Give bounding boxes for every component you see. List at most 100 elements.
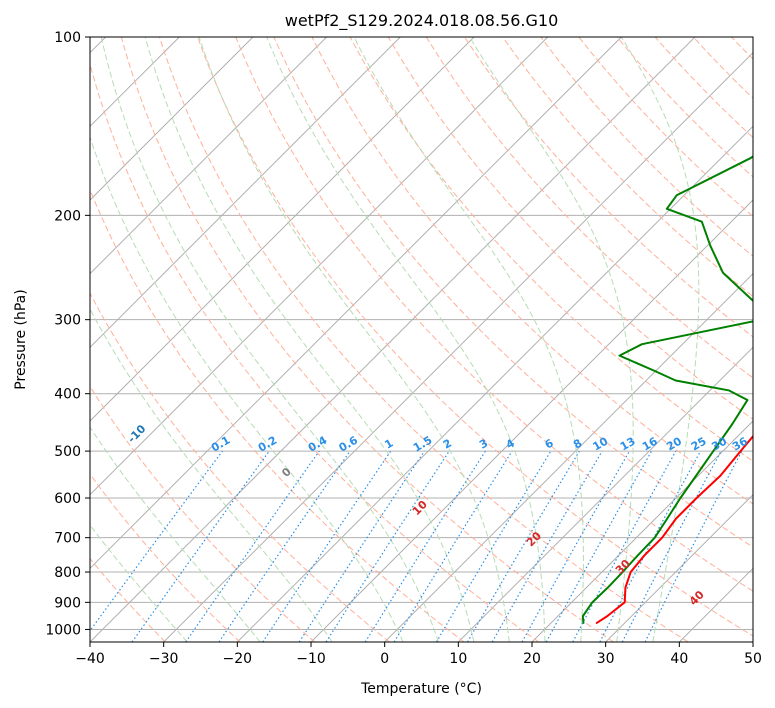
moist-adiabat-line: [90, 524, 188, 642]
mixing-ratio-line: [466, 450, 580, 642]
y-tick-label: 1000: [45, 622, 81, 638]
moist-adiabat-line: [90, 426, 261, 642]
isotherm-line: [163, 51, 753, 642]
mixing-ratio-label: 4: [504, 436, 517, 451]
moist-adiabat-line: [90, 135, 404, 642]
x-tick-label: 30: [597, 651, 615, 667]
isotherm-line: [90, 37, 696, 642]
dry-adiabat-line: [90, 188, 465, 642]
moist-adiabat-label: 20: [524, 529, 544, 549]
diagram-line-labels: 0.10.20.40.611.52346810131620253036-100-…: [125, 422, 750, 608]
dry-adiabat-line: [654, 37, 753, 139]
moist-adiabat-label: 0: [279, 465, 294, 480]
isotherm-line: [310, 199, 753, 642]
moist-adiabat-line: [620, 37, 700, 642]
mixing-ratio-line: [131, 450, 270, 642]
moist-adiabat-line: [469, 37, 634, 642]
mixing-ratio-line: [185, 450, 320, 642]
plot-frame: [89, 36, 754, 643]
y-tick-label: 800: [54, 565, 81, 581]
dry-adiabat-line: [464, 37, 753, 338]
moist-adiabat-line: [266, 37, 546, 642]
isobar-gridlines: [90, 37, 753, 630]
isotherm-line: [384, 272, 753, 642]
mixing-ratio-line: [262, 450, 392, 642]
isotherm-lines: [90, 37, 753, 642]
y-axis-ticks: 100 200 300 400 500 600 700 800 900 1000: [45, 30, 90, 638]
mixing-ratio-label: 6: [543, 436, 556, 451]
isotherm-line: [457, 346, 753, 642]
dry-adiabat-label: -10: [125, 422, 148, 445]
dry-adiabat-line: [197, 37, 753, 637]
mixing-ratio-label: 1: [382, 437, 395, 452]
isotherm-line: [90, 37, 254, 201]
moist-adiabat-line: [198, 37, 510, 642]
dry-adiabat-line: [90, 292, 390, 642]
dry-adiabat-lines: [90, 37, 775, 642]
y-axis-label: Pressure (hPa): [13, 289, 29, 389]
x-tick-label: −10: [296, 651, 326, 667]
isotherm-line: [90, 37, 328, 275]
mixing-ratio-line: [545, 450, 653, 642]
isotherm-line: [236, 125, 753, 642]
dry-adiabat-line: [387, 37, 753, 420]
x-tick-label: −30: [149, 651, 179, 667]
x-tick-label: −40: [75, 651, 105, 667]
y-tick-label: 700: [54, 531, 81, 547]
moist-adiabat-line: [100, 37, 439, 642]
mixing-ratio-line: [364, 450, 486, 642]
dry-adiabat-line: [770, 37, 775, 642]
mixing-ratio-line: [393, 450, 513, 642]
mixing-ratio-line: [621, 450, 722, 642]
x-axis-label: Temperature (°C): [360, 681, 482, 697]
sounding-profiles: [581, 155, 753, 624]
dry-adiabat-line: [692, 37, 753, 99]
dry-adiabat-line: [90, 385, 316, 642]
mixing-ratio-lines: [90, 450, 743, 642]
mixing-ratio-line: [218, 450, 351, 642]
y-tick-label: 400: [54, 387, 81, 403]
y-tick-label: 600: [54, 491, 81, 507]
isotherm-line: [678, 567, 753, 642]
y-tick-label: 900: [54, 595, 81, 611]
x-tick-label: 20: [523, 651, 541, 667]
mixing-ratio-label: 2: [441, 437, 454, 452]
plot-area: 0.10.20.40.611.52346810131620253036-100-…: [90, 37, 775, 642]
isotherm-line: [90, 37, 401, 349]
moist-adiabat-line: [353, 37, 584, 642]
x-tick-label: 50: [744, 651, 762, 667]
x-tick-label: 40: [670, 651, 688, 667]
mixing-ratio-line: [572, 450, 677, 642]
dry-adiabat-line: [120, 37, 614, 642]
isotherm-line: [752, 641, 753, 642]
temperature-profile: [595, 434, 753, 624]
y-tick-label: 300: [54, 313, 81, 329]
mixing-ratio-line: [90, 450, 223, 632]
y-tick-label: 500: [54, 444, 81, 460]
dry-adiabat-line: [311, 37, 753, 505]
dewpoint-profile: [581, 155, 753, 624]
mixing-ratio-line: [435, 450, 552, 642]
dry-adiabat-line: [578, 37, 753, 218]
isotherm-line: [90, 37, 475, 422]
dry-adiabat-line: [159, 37, 689, 642]
dry-adiabat-line: [90, 473, 241, 642]
x-tick-label: 0: [380, 651, 389, 667]
y-tick-label: 100: [54, 30, 81, 46]
isotherm-line: [90, 37, 622, 570]
dry-adiabat-line: [425, 37, 753, 379]
mixing-ratio-line: [521, 450, 631, 642]
mixing-ratio-line: [491, 450, 603, 642]
moist-adiabat-line: [90, 308, 333, 642]
isotherm-line: [90, 37, 549, 496]
dry-adiabat-line: [349, 37, 753, 462]
moist-adiabat-lines: [90, 37, 700, 642]
moist-adiabat-line: [144, 37, 475, 642]
isotherm-line: [531, 420, 753, 642]
x-tick-label: 10: [449, 651, 467, 667]
x-axis-ticks: −40 −30 −20 −10 0 10 20 30 40 50: [75, 642, 762, 667]
mixing-ratio-line: [599, 450, 702, 642]
x-tick-label: −20: [223, 651, 253, 667]
mixing-ratio-line: [325, 450, 450, 642]
